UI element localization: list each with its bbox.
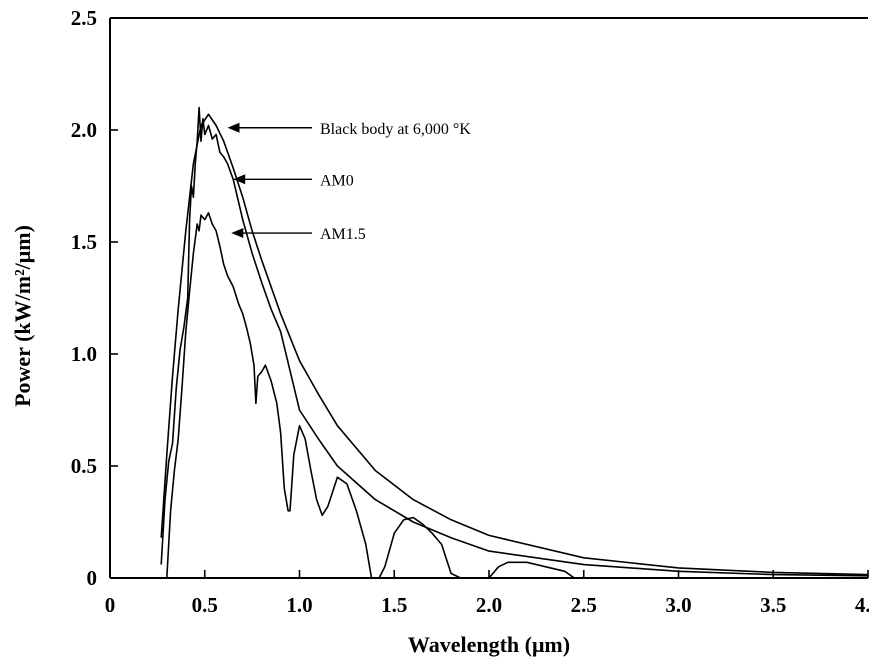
x-tick-label: 2.5	[571, 593, 597, 617]
annotation-label: AM0	[320, 172, 354, 189]
annotation-label: Black body at 6,000 °K	[320, 121, 471, 138]
annotation-arrowhead	[231, 228, 244, 239]
y-tick-label: 1.0	[71, 342, 97, 366]
x-tick-label: 0	[105, 593, 116, 617]
am1-5-curve	[166, 212, 575, 579]
am0-curve	[160, 106, 869, 577]
x-tick-label: 0.5	[192, 593, 218, 617]
x-axis-title: Wavelength (μm)	[408, 632, 570, 657]
x-tick-label: 1.5	[381, 593, 407, 617]
y-axis-title: Power (kW/m²/μm)	[10, 225, 35, 407]
x-tick-label: 3.5	[760, 593, 786, 617]
y-tick-label: 2.0	[71, 118, 97, 142]
x-tick-label: 4.0	[855, 593, 869, 617]
annotations: Black body at 6,000 °K AM0 AM1.5	[227, 121, 471, 243]
annotation-arrowhead	[233, 174, 246, 185]
x-tick-label: 1.0	[286, 593, 312, 617]
y-tick-label: 0.5	[71, 454, 97, 478]
curves	[160, 106, 869, 579]
annotation-label: AM1.5	[320, 226, 366, 243]
x-tick-label: 3.0	[665, 593, 691, 617]
annotation-arrowhead	[227, 122, 240, 133]
black-body-curve	[160, 113, 869, 576]
x-tick-label: 2.0	[476, 593, 502, 617]
y-tick-label: 0	[87, 566, 98, 590]
y-tick-label: 2.5	[71, 6, 97, 30]
axes: 0 0.5 1.0 1.5 2.0 2.5 3.0 3.5 4.0 0 0.5 1.0 1.5 2.0 2.…	[71, 6, 869, 617]
y-tick-label: 1.5	[71, 230, 97, 254]
